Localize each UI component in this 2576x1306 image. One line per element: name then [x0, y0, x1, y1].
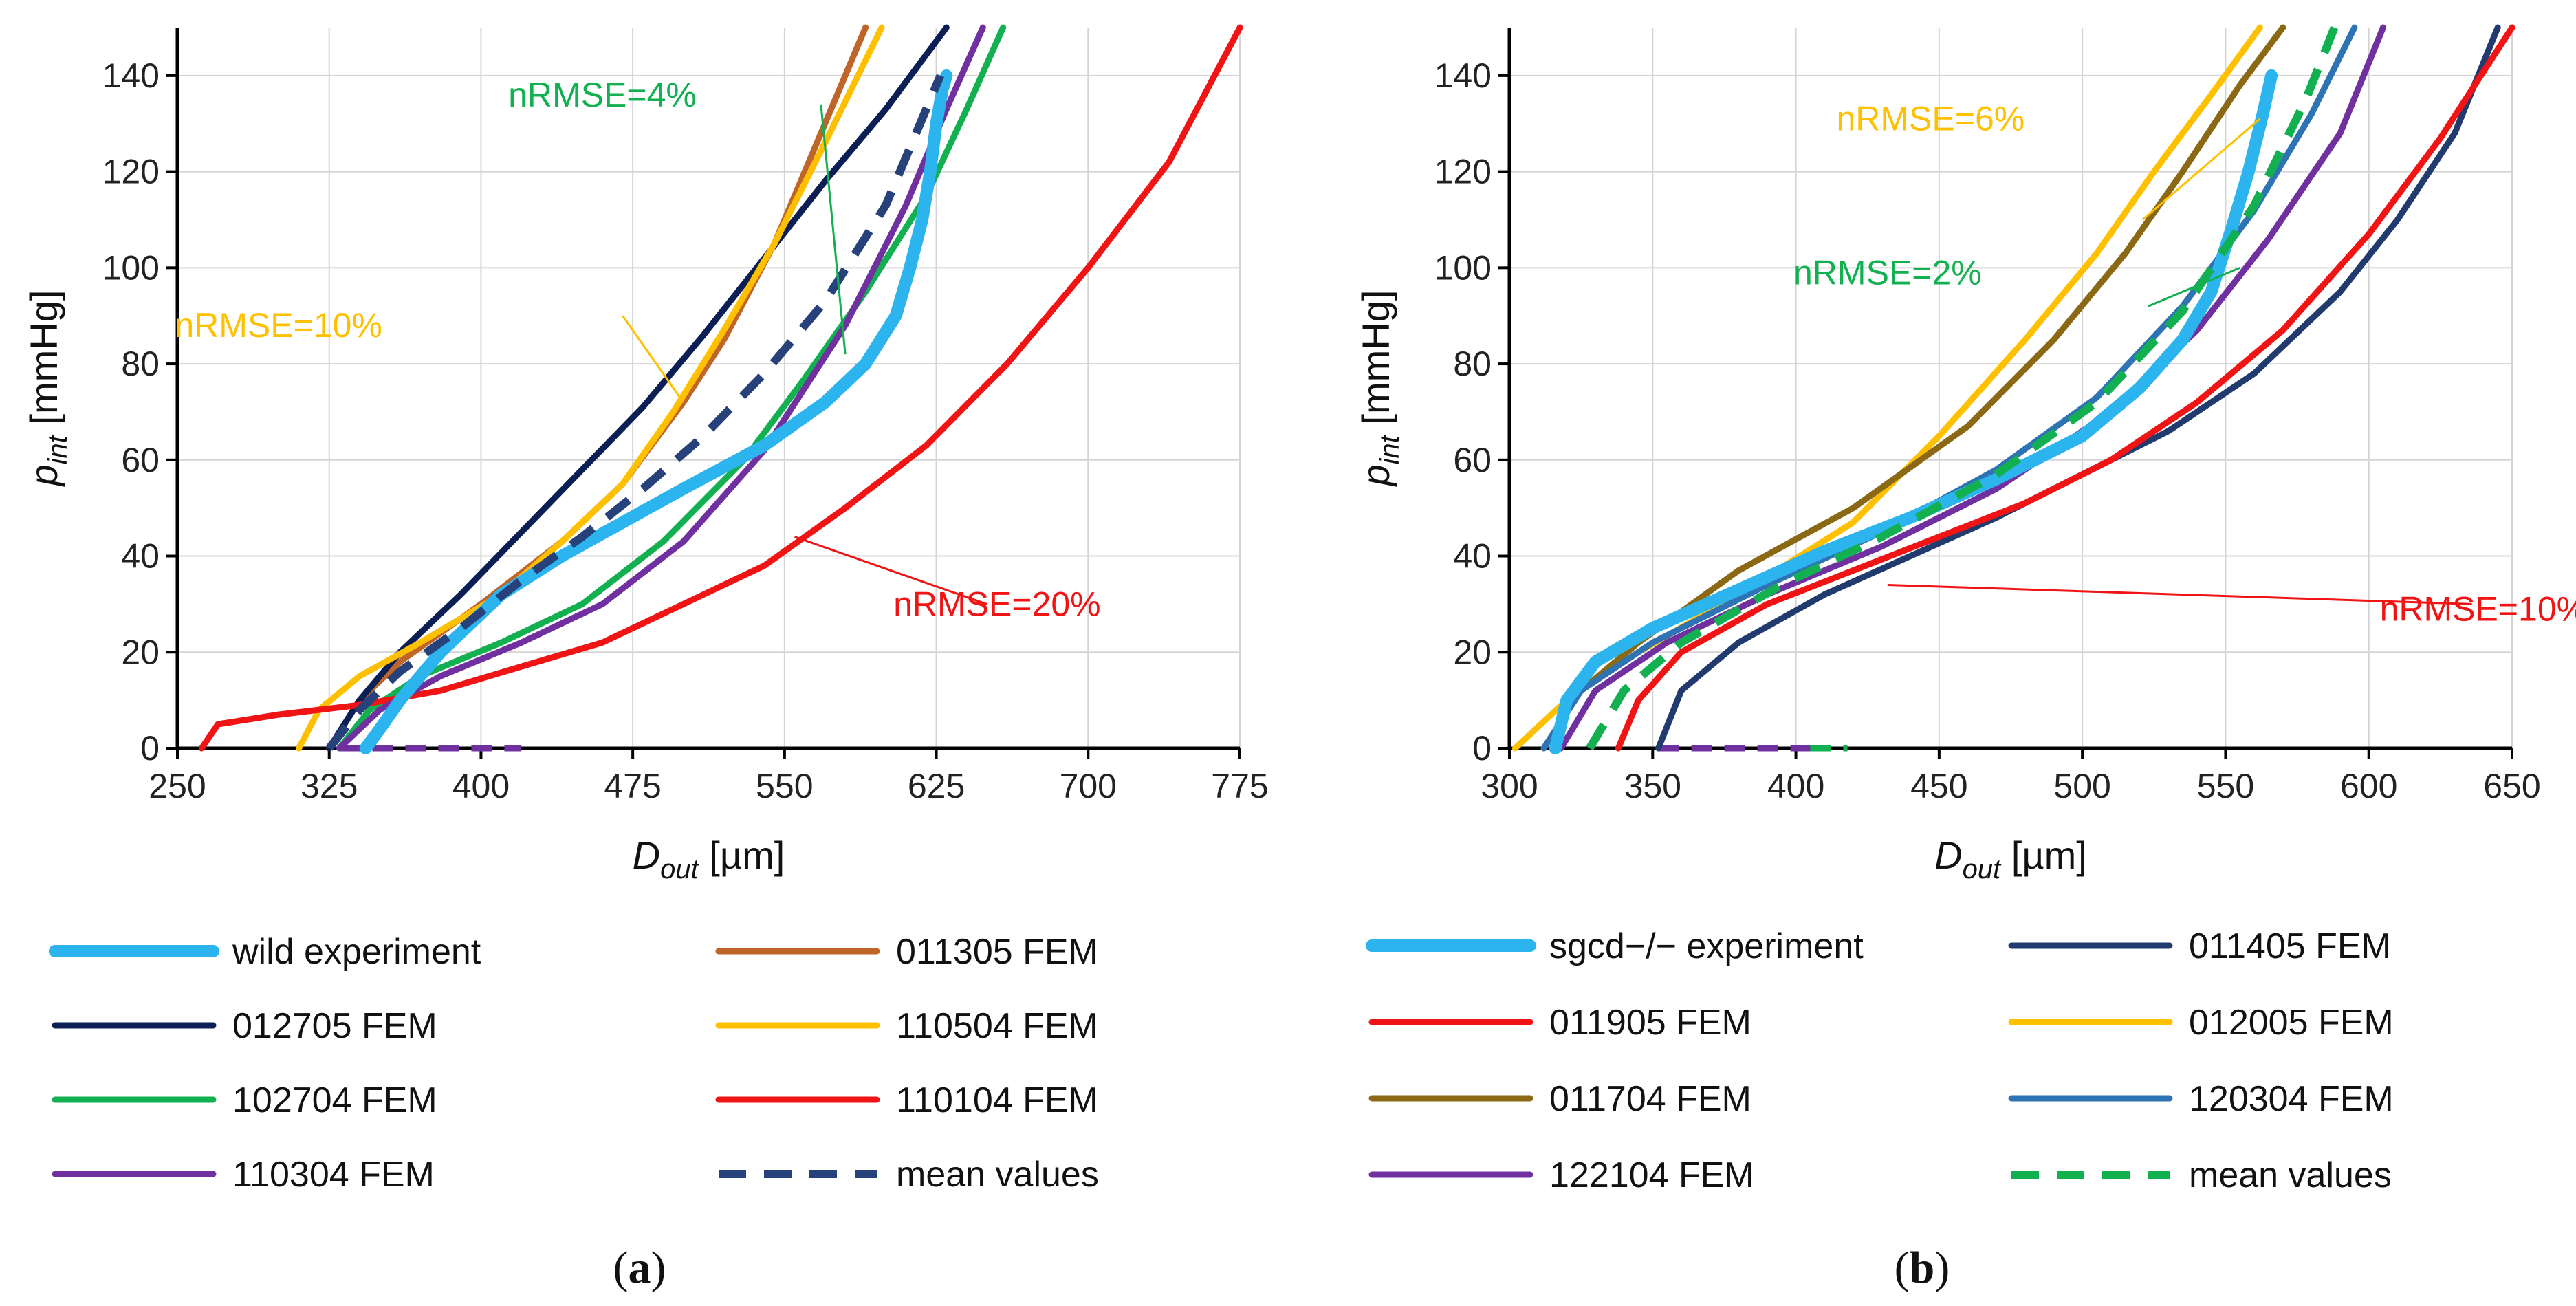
annotation-leader: [2141, 118, 2261, 221]
legend-label: 012705 FEM: [232, 1006, 437, 1046]
x-tick-label: 775: [1211, 767, 1268, 805]
x-axis-label-unit: [µm]: [2000, 834, 2087, 877]
annotation-label: nRMSE=10%: [175, 306, 382, 345]
annotation-leader: [2148, 266, 2240, 307]
x-tick-label: 550: [756, 767, 813, 805]
series-line: [1586, 25, 2339, 751]
y-axis-label-sub: int: [1375, 434, 1405, 464]
x-axis-label-main: D: [1934, 834, 1962, 877]
legend-label: wild experiment: [232, 932, 481, 972]
x-axis-label: Dout [µm]: [1934, 834, 2087, 884]
series-line: [1655, 24, 2501, 752]
x-tick-label: 600: [2340, 767, 2397, 805]
y-tick-label: 60: [1453, 441, 1492, 479]
y-axis-label: pint [mmHg]: [22, 290, 73, 488]
legend-label: mean values: [896, 1155, 1099, 1195]
y-tick-label: 100: [1434, 248, 1492, 287]
legend-label: 110304 FEM: [232, 1155, 435, 1195]
y-axis-label-unit: [mmHg]: [22, 290, 65, 436]
annotation-leader: [794, 536, 987, 605]
legend-label: 102704 FEM: [232, 1080, 437, 1120]
annotation-leader: [622, 315, 684, 403]
y-axis-label: pint [mmHg]: [1354, 290, 1405, 488]
x-tick-label: 625: [908, 767, 965, 805]
annotation-label: nRMSE=20%: [893, 585, 1101, 623]
legend-label: sgcd−/− experiment: [1549, 926, 1864, 966]
annotation-leader: [1887, 583, 2472, 605]
x-tick-label: 325: [301, 767, 358, 805]
y-tick-label: 0: [140, 729, 160, 768]
chart-panel-a: 0 20 40 60 80 100 120 140 250 325 400 475 550 625 700 7…: [22, 24, 1269, 1293]
plot-area: [1511, 24, 2515, 754]
legend-label: mean values: [2189, 1155, 2392, 1195]
y-tick-label: 80: [1453, 345, 1492, 383]
y-axis-label-unit: [mmHg]: [1354, 290, 1397, 436]
x-tick-label: 300: [1481, 767, 1538, 805]
y-tick-label: 20: [1453, 633, 1492, 671]
plot-area: [198, 24, 1243, 754]
series-line: [1615, 24, 2515, 752]
legend-label: 122104 FEM: [1549, 1155, 1754, 1195]
x-axis-label-unit: [µm]: [699, 834, 785, 877]
series-line: [1540, 24, 2286, 752]
series-line: [1558, 24, 2386, 752]
x-tick-label: 250: [149, 767, 206, 805]
y-tick-label: 140: [102, 56, 160, 95]
y-tick-label: 40: [121, 537, 160, 576]
legend-label: 011704 FEM: [1549, 1079, 1751, 1119]
x-tick-label: 550: [2197, 767, 2254, 805]
x-tick-label: 400: [1767, 767, 1824, 805]
legend-label: 120304 FEM: [2189, 1079, 2394, 1119]
y-tick-label: 60: [121, 441, 160, 479]
series-line: [336, 24, 986, 752]
x-tick-label: 450: [1910, 767, 1967, 805]
x-tick-label: 650: [2483, 767, 2540, 805]
legend-label: 110504 FEM: [896, 1006, 1098, 1046]
annotation-label: nRMSE=2%: [1793, 253, 1982, 292]
legend-label: 012005 FEM: [2189, 1003, 2394, 1043]
x-axis-label-sub: out: [1963, 854, 2002, 884]
legend-label: 011405 FEM: [2189, 926, 2391, 966]
y-axis-label-sub: int: [43, 434, 73, 464]
y-tick-label: 80: [121, 345, 160, 383]
x-tick-label: 475: [604, 767, 661, 805]
y-tick-label: 40: [1453, 537, 1492, 576]
x-tick-label: 500: [2053, 767, 2110, 805]
y-tick-label: 120: [1434, 153, 1492, 191]
x-tick-label: 700: [1060, 767, 1117, 805]
annotation-label: nRMSE=6%: [1836, 100, 2024, 138]
x-axis-label-main: D: [633, 834, 660, 877]
legend-label: 110104 FEM: [896, 1080, 1098, 1120]
y-tick-label: 100: [102, 248, 160, 287]
y-axis-label-main: p: [1354, 464, 1397, 487]
series-line: [359, 69, 953, 754]
y-tick-label: 140: [1434, 56, 1492, 95]
x-tick-label: 350: [1624, 767, 1681, 805]
annotation-label: nRMSE=10%: [2380, 589, 2576, 628]
chart-panel-b: 0 20 40 60 80 100 120 140 300 350 400 450 500 550 600 6…: [1354, 24, 2576, 1293]
panel-caption: (b): [1895, 1243, 1950, 1293]
series-line: [296, 24, 885, 752]
panel-caption: (a): [613, 1243, 666, 1293]
annotation-leader: [820, 104, 847, 355]
series-line: [325, 74, 945, 751]
x-tick-label: 400: [452, 767, 510, 805]
series-line: [1549, 69, 2278, 754]
y-tick-label: 0: [1472, 729, 1492, 768]
x-axis-label-sub: out: [660, 854, 699, 884]
y-tick-label: 120: [102, 153, 160, 191]
legend-label: 011905 FEM: [1549, 1003, 1751, 1043]
y-tick-label: 20: [121, 633, 160, 671]
x-axis-label: Dout [µm]: [633, 834, 785, 884]
annotation-label: nRMSE=4%: [508, 76, 697, 114]
series-line: [198, 24, 1243, 752]
legend-label: 011305 FEM: [896, 932, 1098, 972]
y-axis-label-main: p: [22, 464, 65, 487]
